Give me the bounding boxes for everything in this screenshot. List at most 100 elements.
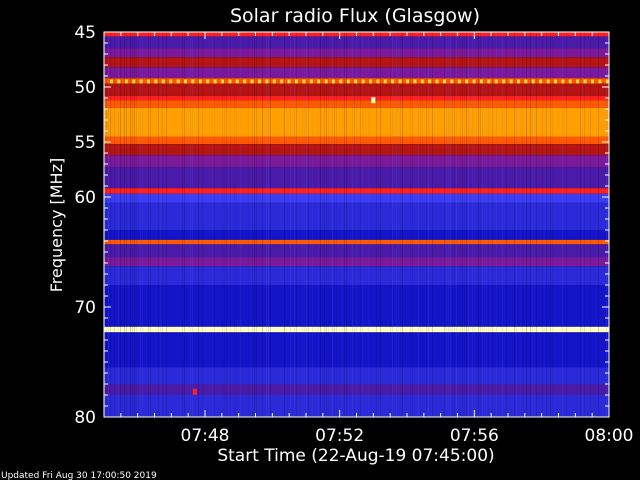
- noise-streak: [418, 32, 419, 417]
- noise-streak: [454, 32, 455, 417]
- noise-streak: [140, 32, 141, 417]
- noise-streak: [328, 32, 329, 417]
- noise-streak: [148, 32, 149, 417]
- noise-streak: [462, 32, 463, 417]
- dotted-band-mark: [324, 79, 328, 84]
- noise-streak: [262, 32, 263, 417]
- band-17: [104, 230, 609, 240]
- dotted-band-mark: [383, 79, 387, 84]
- x-axis-label: Start Time (22-Aug-19 07:45:00): [217, 446, 494, 466]
- dotted-band-mark: [472, 79, 476, 84]
- noise-streak: [506, 32, 507, 417]
- noise-streak: [502, 32, 503, 417]
- noise-streak: [396, 32, 397, 417]
- y-axis-label: Frequency [MHz]: [47, 158, 66, 292]
- dotted-band-mark: [280, 79, 284, 84]
- noise-streak: [270, 32, 271, 417]
- noise-streak: [606, 32, 607, 417]
- noise-streak: [202, 32, 203, 417]
- noise-streak: [522, 32, 523, 417]
- band-11: [104, 144, 609, 156]
- noise-streak: [312, 32, 313, 417]
- noise-streak: [426, 32, 427, 417]
- dotted-band-mark: [309, 79, 313, 84]
- noise-streak: [420, 32, 421, 417]
- noise-streak: [544, 32, 545, 417]
- dotted-band-mark: [228, 79, 232, 84]
- noise-streak: [182, 32, 183, 417]
- y-tick-label: 80: [74, 408, 96, 428]
- band-22: [104, 285, 609, 327]
- noise-streak: [254, 32, 255, 417]
- noise-streak: [484, 32, 485, 417]
- dotted-band-mark: [376, 79, 380, 84]
- noise-streak: [536, 32, 537, 417]
- dotted-band-mark: [272, 79, 276, 84]
- noise-streak: [398, 32, 399, 417]
- dotted-band-mark: [243, 79, 247, 84]
- noise-streak: [222, 32, 223, 417]
- noise-streak: [450, 32, 451, 417]
- updated-timestamp: Updated Fri Aug 30 17:00:50 2019: [1, 471, 157, 480]
- dotted-band-mark: [494, 79, 498, 84]
- band-27: [104, 395, 609, 417]
- noise-streak: [332, 32, 333, 417]
- noise-streak: [136, 32, 137, 417]
- noise-streak: [452, 32, 453, 417]
- noise-streak: [256, 32, 257, 417]
- dotted-band-mark: [435, 79, 439, 84]
- noise-streak: [354, 32, 355, 417]
- noise-streak: [482, 32, 483, 417]
- noise-streak: [120, 32, 121, 417]
- noise-streak: [302, 32, 303, 417]
- noise-streak: [166, 32, 167, 417]
- noise-streak: [318, 32, 319, 417]
- x-tick-label: 07:52: [315, 426, 364, 446]
- dotted-band-mark: [221, 79, 224, 84]
- noise-streak: [598, 32, 599, 417]
- dotted-band-mark: [450, 79, 454, 84]
- band-24: [104, 332, 609, 368]
- noise-streak: [534, 32, 535, 417]
- noise-streak: [266, 32, 267, 417]
- dotted-band-mark: [147, 79, 150, 84]
- noise-streak: [158, 32, 159, 417]
- noise-streak: [582, 32, 583, 417]
- x-tick-label: 08:00: [585, 426, 634, 446]
- band-4: [104, 67, 609, 79]
- dotted-band-mark: [457, 79, 461, 84]
- band-16: [104, 202, 609, 230]
- noise-streak: [446, 32, 447, 417]
- dotted-band-mark: [568, 79, 572, 84]
- noise-streak: [460, 32, 461, 417]
- noise-streak: [542, 32, 543, 417]
- noise-streak: [118, 32, 119, 417]
- band-25: [104, 367, 609, 384]
- noise-streak: [464, 32, 465, 417]
- dotted-band-mark: [583, 79, 587, 84]
- noise-streak: [150, 32, 151, 417]
- dotted-band-mark: [517, 79, 520, 84]
- noise-streak: [346, 32, 347, 417]
- plot-area: [104, 32, 609, 417]
- noise-streak: [392, 32, 393, 417]
- band-23: [104, 326, 609, 333]
- noise-streak: [126, 32, 127, 417]
- noise-streak: [290, 32, 291, 417]
- dotted-band-mark: [539, 79, 543, 84]
- band-18: [104, 239, 609, 245]
- dotted-band-mark: [124, 79, 128, 84]
- noise-streak: [160, 32, 161, 417]
- noise-streak: [134, 32, 135, 417]
- y-tick-label: 60: [74, 188, 96, 208]
- noise-streak: [496, 32, 497, 417]
- dotted-band-mark: [154, 79, 158, 84]
- dotted-band-mark: [354, 79, 358, 84]
- noise-streak: [466, 32, 467, 417]
- dotted-band-mark: [531, 79, 535, 84]
- band-15: [104, 193, 609, 203]
- dotted-band-mark: [591, 79, 594, 84]
- chart-title: Solar radio Flux (Glasgow): [230, 5, 480, 27]
- noise-streak: [448, 32, 449, 417]
